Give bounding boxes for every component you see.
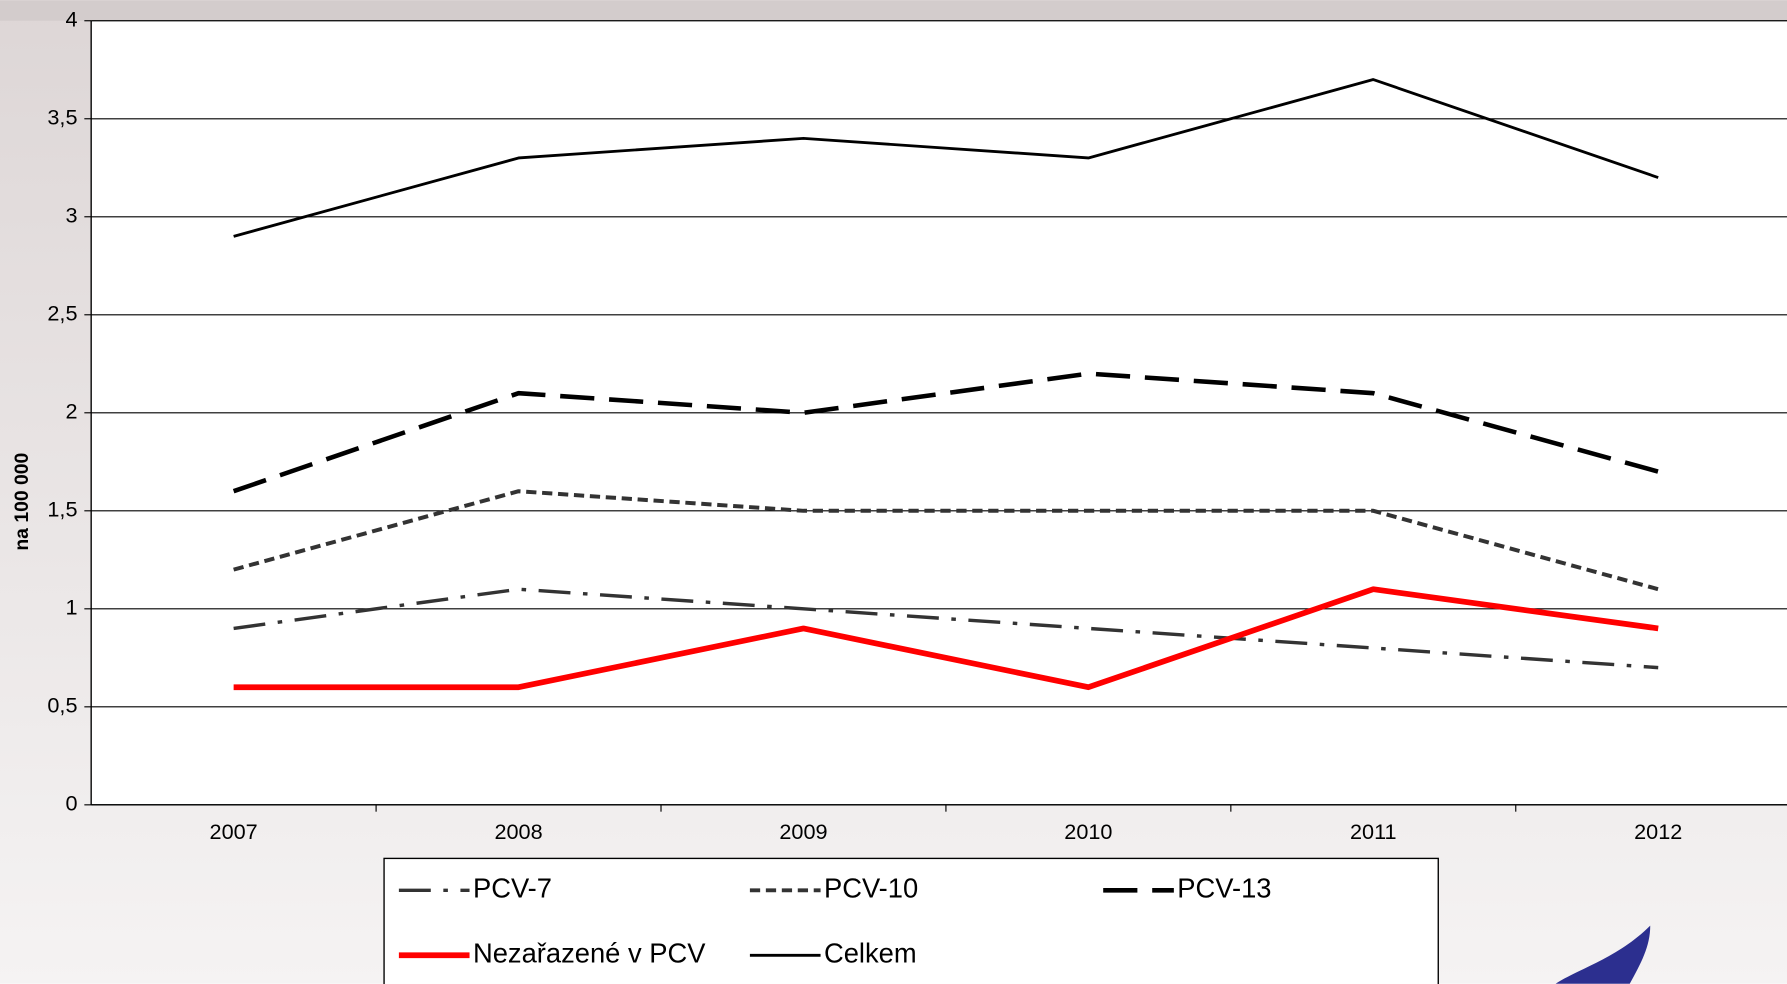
series-line — [233, 489, 1659, 592]
y-axis-label: na 100 000 — [11, 453, 33, 551]
legend-box — [383, 857, 1439, 984]
x-tick-label: 2007 — [210, 819, 258, 844]
series-line — [233, 78, 1659, 238]
series-line — [232, 371, 1659, 494]
logo — [1555, 925, 1651, 984]
series-line — [233, 586, 1659, 691]
y-tick-label: 1 — [65, 595, 77, 620]
series-line — [233, 587, 1659, 670]
top-band — [0, 0, 1787, 21]
x-tick-label: 2008 — [494, 819, 542, 844]
y-tick-label: 4 — [65, 6, 77, 31]
y-tick-label: 0,5 — [47, 693, 77, 718]
x-tick-label: 2011 — [1350, 819, 1397, 844]
y-tick-label: 2 — [65, 399, 77, 424]
x-tick-label: 2010 — [1064, 819, 1112, 844]
legend-label: PCV-7 — [473, 873, 552, 904]
y-tick-label: 1,5 — [47, 497, 77, 522]
y-tick-label: 3,5 — [47, 104, 77, 129]
y-tick-label: 2,5 — [47, 301, 77, 326]
legend-label: PCV-10 — [824, 873, 918, 904]
x-tick-label: 2012 — [1634, 819, 1682, 844]
y-tick-label: 3 — [65, 202, 77, 227]
y-tick-label: 0 — [65, 791, 77, 816]
legend-label: Nezařazené v PCV — [473, 937, 706, 968]
legend-label: PCV-13 — [1177, 873, 1271, 904]
legend-label: Celkem — [824, 937, 917, 968]
x-tick-label: 2009 — [779, 819, 827, 844]
